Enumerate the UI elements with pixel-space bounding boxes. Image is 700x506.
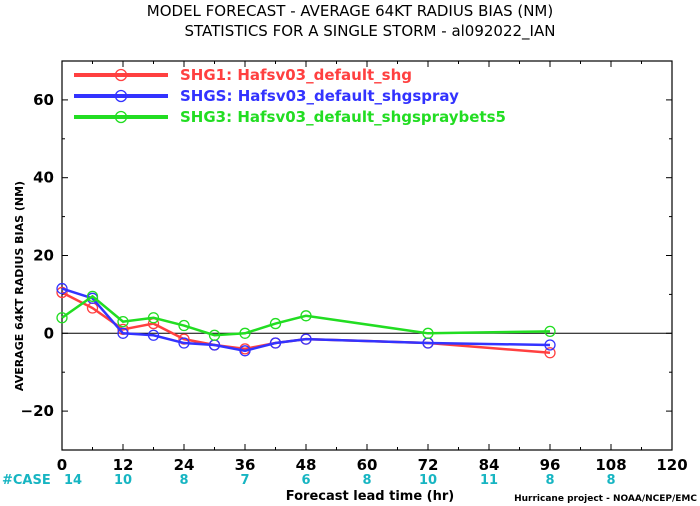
- series-1-point: [56, 286, 68, 299]
- x-tick-label: 72: [418, 456, 439, 474]
- series-2-point: [300, 333, 312, 345]
- series-2-point: [269, 337, 282, 349]
- y-tick-label: −20: [21, 402, 54, 420]
- case-count: 14: [64, 473, 82, 488]
- series-2-point: [117, 327, 129, 339]
- y-tick-label: 0: [44, 324, 54, 342]
- case-count: 8: [362, 473, 371, 488]
- legend-label-1: SHG1: Hafsv03_default_shg: [180, 66, 412, 84]
- series-layer: [56, 282, 556, 359]
- y-tick-label: 60: [33, 91, 54, 109]
- series-2-point: [178, 337, 190, 349]
- x-axis: 0 12 24 36 48 60 72 84 96 108 120: [57, 61, 688, 474]
- case-count: 10: [114, 473, 132, 488]
- x-tick-label: 12: [113, 456, 134, 474]
- case-count: 11: [480, 473, 498, 488]
- y-axis-label: AVERAGE 64KT RADIUS BIAS (NM): [13, 181, 26, 391]
- legend-marker-1: [114, 68, 128, 82]
- case-count: 10: [419, 473, 437, 488]
- series-2-point: [147, 329, 160, 341]
- case-count: 8: [179, 473, 188, 488]
- legend-marker-2: [114, 89, 128, 103]
- series-3-point: [208, 329, 221, 341]
- series-3-point: [147, 312, 160, 324]
- legend: SHG1: Hafsv03_default_shg SHGS: Hafsv03_d…: [74, 66, 506, 126]
- x-tick-label: 36: [235, 456, 256, 474]
- legend-marker-3: [114, 110, 128, 124]
- y-tick-label: 40: [33, 169, 54, 187]
- series-2-point: [544, 339, 556, 351]
- case-count-row: #CASE 14 10 8 7 6 8 10 11 8 8: [2, 473, 616, 488]
- credit-text: Hurricane project - NOAA/NCEP/EMC: [514, 494, 697, 504]
- series-3-point: [86, 290, 99, 302]
- x-tick-label: 84: [479, 456, 500, 474]
- case-count: 7: [240, 473, 249, 488]
- series-3-point: [178, 319, 190, 332]
- x-tick-label: 24: [174, 456, 195, 474]
- series-2-point: [56, 282, 68, 295]
- series-3-point: [239, 327, 251, 339]
- series-1-point: [544, 347, 556, 359]
- x-tick-label: 108: [595, 456, 626, 474]
- legend-label-2: SHGS: Hafsv03_default_shgspray: [180, 87, 459, 105]
- chart-subtitle: STATISTICS FOR A SINGLE STORM - al092022…: [185, 22, 556, 41]
- series-2-point: [239, 345, 251, 357]
- series-3-point: [544, 325, 556, 338]
- y-axis: −20 0 20 40 60: [21, 60, 672, 451]
- series-3-point: [422, 327, 434, 339]
- legend-label-3: SHG3: Hafsv03_default_shgspraybets5: [180, 108, 506, 126]
- x-tick-label: 120: [656, 456, 687, 474]
- series-3-point: [300, 310, 312, 322]
- case-count: 8: [545, 473, 554, 488]
- x-tick-label: 48: [296, 456, 317, 474]
- y-tick-label: 20: [33, 247, 54, 265]
- x-tick-label: 60: [357, 456, 378, 474]
- series-line-2: [61, 287, 551, 353]
- x-tick-label: 96: [540, 456, 561, 474]
- series-3-point: [56, 312, 68, 324]
- series-line-3: [61, 294, 551, 337]
- chart-title: MODEL FORECAST - AVERAGE 64KT RADIUS BIA…: [147, 2, 553, 20]
- x-axis-label: Forecast lead time (hr): [286, 489, 454, 504]
- case-count: 6: [301, 473, 310, 488]
- case-count: 8: [606, 473, 615, 488]
- x-tick-label: 0: [57, 456, 67, 474]
- case-count-label: #CASE: [2, 473, 51, 488]
- series-3-point: [269, 317, 282, 330]
- series-3-point: [117, 315, 129, 328]
